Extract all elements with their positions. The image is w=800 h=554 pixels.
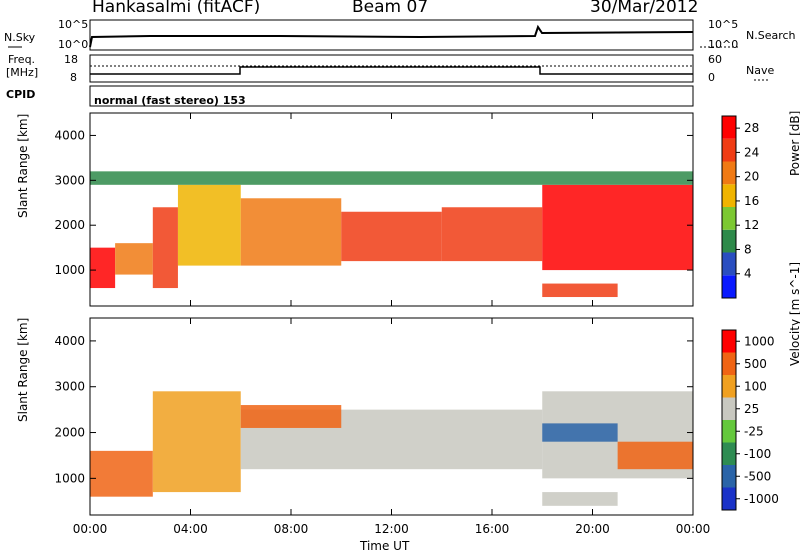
- velocity-colorbar-tick-label: 1000: [744, 334, 775, 348]
- velocity-colorbar-swatch: [722, 487, 736, 510]
- freq-trace: [90, 66, 693, 75]
- noise-sky-label: N.Sky: [4, 31, 36, 44]
- velocity-colorbar-tick-label: -25: [744, 424, 764, 438]
- velocity-ytick-label: 3000: [54, 380, 85, 394]
- noise-sky-trace: [89, 24, 694, 48]
- noise-search-label: N.Search: [746, 29, 796, 42]
- velocity-echo-region-5: [542, 423, 618, 442]
- velocity-echo-region-6: [617, 441, 693, 470]
- velocity-colorbar-swatch: [722, 352, 736, 375]
- cpid-frame: [89, 85, 694, 107]
- power-colorbar-frame: [721, 115, 737, 299]
- power-echo-region-7: [542, 184, 693, 271]
- power-echo-region-2: [152, 207, 178, 289]
- x-axis-label: Time UT: [360, 539, 410, 553]
- noise-left-tick-top: 10^5: [58, 18, 89, 31]
- power-colorbar-tick-label: 4: [744, 267, 752, 281]
- freq-tick-bottom: 8: [70, 71, 77, 84]
- velocity-colorbar-swatch: [722, 442, 736, 465]
- freq-tick-top: 18: [64, 53, 78, 66]
- x-tick-label: 08:00: [274, 522, 309, 536]
- power-echo-region-9: [90, 171, 693, 185]
- power-colorbar-tick-label: 24: [744, 145, 759, 159]
- power-echo-region-5: [341, 211, 442, 262]
- freq-unit-label: [MHz]: [6, 66, 39, 79]
- velocity-colorbar-tick-label: -100: [744, 447, 771, 461]
- freq-panel-frame: [89, 54, 694, 83]
- velocity-ytick-label: 4000: [54, 334, 85, 348]
- power-echo-region-0: [90, 247, 116, 289]
- power-colorbar-tick-label: 20: [744, 170, 759, 184]
- velocity-colorbar-swatch: [722, 397, 736, 420]
- velocity-echo-region-7: [542, 492, 618, 506]
- velocity-colorbar-tick-label: 100: [744, 379, 767, 393]
- noise-right-tick-bottom: 10^0: [708, 38, 739, 51]
- power-colorbar-swatch: [722, 207, 736, 230]
- power-colorbar-swatch: [722, 116, 736, 139]
- power-colorbar-tick-label: 8: [744, 242, 752, 256]
- velocity-colorbar-swatch: [722, 375, 736, 398]
- power-ytick-label: 2000: [54, 218, 85, 232]
- velocity-ytick-label: 1000: [54, 471, 85, 485]
- power-colorbar-swatch: [722, 184, 736, 207]
- x-tick-label: 04:00: [173, 522, 208, 536]
- velocity-ytick-label: 2000: [54, 426, 85, 440]
- x-tick-label: 20:00: [575, 522, 610, 536]
- power-colorbar-tick-label: 16: [744, 194, 759, 208]
- x-tick-label: 16:00: [475, 522, 510, 536]
- power-colorbar-swatch: [722, 138, 736, 162]
- power-ytick-label: 1000: [54, 263, 85, 277]
- velocity-colorbar-frame: [721, 329, 737, 511]
- power-echo-region-3: [177, 184, 241, 266]
- nave-tick-bottom: 0: [708, 71, 715, 84]
- cpid-label: CPID: [6, 88, 36, 101]
- power-echo-region-1: [115, 243, 153, 275]
- station-title: Hankasalmi (fitACF): [92, 0, 261, 17]
- velocity-panel: 1000 2000 3000 4000 00:00 04:00 08:00 12:00 16:0…: [54, 317, 779, 536]
- velocity-colorbar-swatch: [722, 465, 736, 488]
- power-colorbar-swatch: [722, 161, 736, 185]
- beam-title: Beam 07: [352, 0, 429, 17]
- velocity-colorbar-tick-label: -500: [744, 469, 771, 483]
- velocity-echo-region-1: [152, 391, 241, 493]
- power-colorbar-swatch: [722, 252, 736, 276]
- x-tick-label: 00:00: [676, 522, 711, 536]
- velocity-colorbar-tick-label: 500: [744, 357, 767, 371]
- noise-panel-frame: [89, 19, 694, 51]
- power-echo-region-8: [542, 283, 618, 298]
- velocity-colorbar-swatch: [722, 330, 736, 353]
- velocity-echo-region-0: [90, 450, 153, 497]
- noise-left-tick-bottom: 10^0: [58, 38, 89, 51]
- power-colorbar-tick-label: 28: [744, 121, 759, 135]
- velocity-colorbar-tick-label: 25: [744, 402, 759, 416]
- cpid-text: normal (fast stereo) 153: [94, 94, 246, 107]
- power-panel: 1000 2000 3000 4000 4 8 12 16 20 24 28: [54, 112, 759, 307]
- velocity-colorbar-swatch: [722, 420, 736, 443]
- noise-right-tick-top: 10^5: [708, 18, 739, 31]
- nave-label: Nave: [746, 64, 775, 77]
- freq-label: Freq.: [8, 53, 36, 66]
- power-ytick-label: 4000: [54, 128, 85, 142]
- power-echo-region-6: [441, 207, 543, 262]
- nave-tick-top: 60: [708, 53, 722, 66]
- velocity-colorbar-tick-label: -1000: [744, 492, 779, 506]
- power-colorbar-swatch: [722, 275, 736, 298]
- power-colorbar-swatch: [722, 229, 736, 253]
- velocity-echo-region-3: [240, 405, 342, 428]
- power-colorbar-tick-label: 12: [744, 218, 759, 232]
- power-ytick-label: 3000: [54, 173, 85, 187]
- power-echo-region-4: [240, 198, 342, 266]
- x-tick-label: 00:00: [73, 522, 108, 536]
- x-tick-label: 12:00: [374, 522, 409, 536]
- date-title: 30/Mar/2012: [590, 0, 699, 17]
